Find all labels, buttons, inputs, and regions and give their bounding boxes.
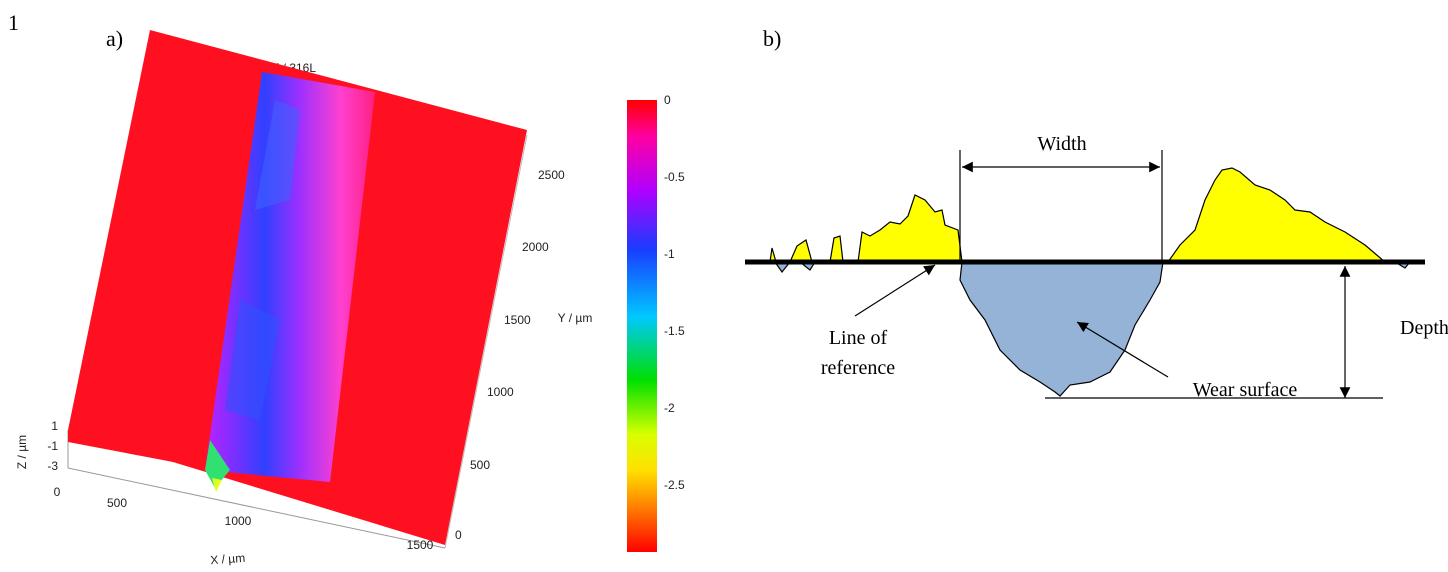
reference-label: reference	[821, 357, 895, 379]
z-axis-label: Z / µm	[15, 435, 29, 469]
x-axis-label: X / µm	[210, 551, 246, 567]
colorbar	[627, 100, 657, 552]
panel-label: a)	[106, 26, 123, 51]
reference-label: Line of	[829, 327, 888, 349]
y-axis-label: Y / µm	[558, 311, 593, 325]
y-tick-label: 500	[470, 458, 490, 472]
colorbar-tick-label: -0.5	[664, 170, 685, 184]
x-tick-label: 0	[54, 485, 61, 499]
z-tick-label: -3	[47, 459, 58, 473]
y-tick-label: 0	[455, 528, 462, 542]
surface	[67, 30, 528, 549]
colorbar-tick-label: -1	[664, 247, 675, 261]
panel-label: b)	[763, 26, 781, 51]
width-label: Width	[1037, 133, 1086, 155]
x-tick-label: 500	[107, 496, 127, 510]
page-number: 1	[8, 10, 19, 35]
profile-diagram	[745, 150, 1425, 399]
x-tick-label: 1500	[407, 538, 434, 552]
wear-label: Wear surface	[1193, 379, 1298, 401]
depth-label: Depth	[1400, 317, 1448, 339]
colorbar-tick-label: -2	[664, 401, 675, 415]
z-tick-label: -1	[47, 439, 58, 453]
z-tick-label: 1	[51, 419, 58, 433]
y-tick-label: 1500	[504, 313, 531, 327]
colorbar-tick-label: -2.5	[664, 478, 685, 492]
y-tick-label: 2000	[522, 240, 549, 254]
colorbar-tick-label: 0	[664, 93, 671, 107]
y-tick-label: 1000	[487, 385, 514, 399]
y-tick-label: 2500	[538, 168, 565, 182]
colorbar-tick-label: -1.5	[664, 324, 685, 338]
x-tick-label: 1000	[225, 514, 252, 528]
